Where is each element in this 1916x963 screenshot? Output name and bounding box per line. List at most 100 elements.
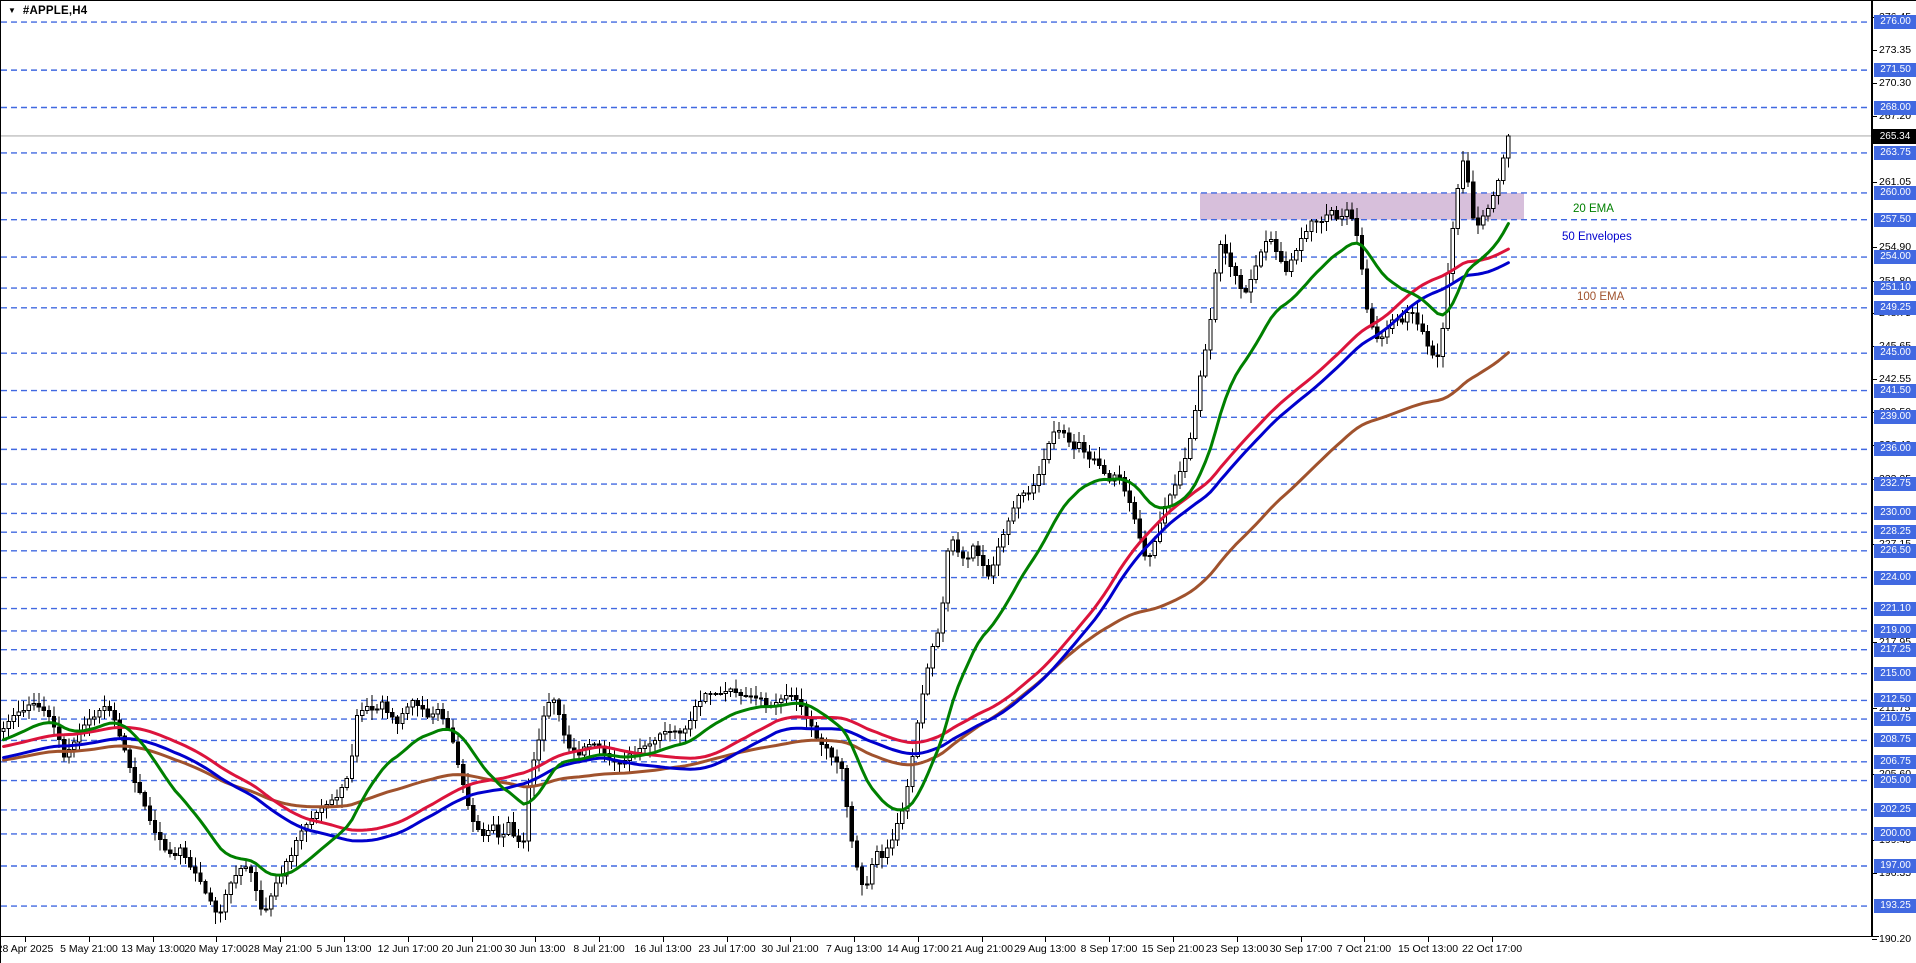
candle-body xyxy=(1470,181,1476,219)
price-level-label: 205.00 xyxy=(1874,774,1916,788)
candle-body xyxy=(541,715,547,741)
candle-body xyxy=(521,840,526,843)
candle-body xyxy=(1183,458,1188,473)
candle-body xyxy=(1248,279,1254,293)
candle-body xyxy=(693,706,698,722)
candle-body xyxy=(506,822,511,836)
candle-body xyxy=(1188,437,1193,460)
price-axis-line xyxy=(1871,1,1873,937)
candle-body xyxy=(122,735,127,751)
time-tick-mark xyxy=(1109,937,1110,942)
candle-body xyxy=(1354,218,1360,236)
candle-body xyxy=(1289,259,1294,273)
price-tick-label: 205.60 xyxy=(1879,768,1912,780)
price-level-label: 217.25 xyxy=(1874,643,1916,657)
candle-body xyxy=(970,545,976,559)
price-level-label: 276.00 xyxy=(1874,15,1916,29)
candle-body xyxy=(1082,442,1087,453)
candle-body xyxy=(1152,540,1158,557)
candle-body xyxy=(688,720,693,730)
time-tick-label: 5 May 21:00 xyxy=(60,943,118,955)
candle-body xyxy=(501,834,506,838)
candle-body xyxy=(1475,217,1481,226)
price-tick-label: 227.15 xyxy=(1879,538,1912,550)
symbol-dropdown-icon[interactable]: ▼ xyxy=(8,6,16,15)
envelope-lower-line[interactable] xyxy=(2,261,1510,843)
candle-body xyxy=(228,882,233,895)
candle-body xyxy=(986,564,991,577)
candle-body xyxy=(218,911,223,914)
time-tick-label: 29 Aug 13:00 xyxy=(1014,943,1076,955)
price-level-label: 215.00 xyxy=(1874,667,1916,681)
candle-body xyxy=(173,852,178,856)
indicator-label-100-ema[interactable]: 100 EMA xyxy=(1577,291,1625,303)
indicator-label-50-envelopes[interactable]: 50 Envelopes xyxy=(1562,231,1632,243)
time-tick-mark xyxy=(1237,937,1238,942)
candle-body xyxy=(61,738,67,758)
candle-body xyxy=(551,699,557,704)
candle-body xyxy=(1076,442,1082,449)
candle-body xyxy=(420,705,425,710)
indicator-label-20-ema[interactable]: 20 EMA xyxy=(1573,203,1614,215)
candle-body xyxy=(824,743,829,749)
candle-body xyxy=(763,698,769,706)
candle-body xyxy=(486,830,491,837)
price-level-label: 219.00 xyxy=(1874,624,1916,638)
candle-body xyxy=(279,875,284,884)
candle-body xyxy=(642,745,648,749)
ema20-line[interactable] xyxy=(2,222,1510,877)
candle-body xyxy=(1208,318,1213,351)
candle-body xyxy=(1066,432,1072,443)
candle-body xyxy=(1400,318,1405,323)
candle-body xyxy=(152,819,158,834)
price-level-label: 239.00 xyxy=(1874,410,1916,424)
candle-body xyxy=(238,868,244,876)
candle-body xyxy=(829,747,834,758)
candle-body xyxy=(263,908,269,911)
price-chart-canvas[interactable] xyxy=(1,1,1872,936)
candle-body xyxy=(491,824,496,832)
time-tick-mark xyxy=(344,937,345,942)
candle-body xyxy=(516,835,521,842)
candle-body xyxy=(1278,251,1284,263)
chart-title: #APPLE,H4 xyxy=(22,5,88,17)
time-tick-label: 30 Jul 21:00 xyxy=(761,943,819,955)
candle-body xyxy=(991,564,996,577)
candle-body xyxy=(703,692,708,702)
price-level-label: 208.75 xyxy=(1874,733,1916,747)
candle-body xyxy=(127,749,132,769)
candle-body xyxy=(16,711,21,716)
candle-body xyxy=(1349,209,1355,220)
candle-body xyxy=(1273,238,1279,253)
time-tick-label: 14 Aug 17:00 xyxy=(887,943,949,955)
candle-body xyxy=(1046,442,1052,460)
time-tick-mark xyxy=(854,937,855,942)
candle-body xyxy=(556,699,562,716)
price-level-label: 193.25 xyxy=(1874,899,1916,913)
candle-body xyxy=(1021,492,1026,497)
price-level-label: 221.10 xyxy=(1874,602,1916,616)
candle-body xyxy=(1107,472,1112,482)
candle-body xyxy=(667,730,673,733)
envelope-upper-line[interactable] xyxy=(2,247,1510,832)
time-tick-label: 21 Aug 21:00 xyxy=(951,943,1013,955)
candle-body xyxy=(965,557,971,560)
candle-body xyxy=(748,695,754,698)
time-tick-label: 15 Oct 13:00 xyxy=(1397,943,1459,955)
candle-body xyxy=(1465,160,1471,183)
candle-body xyxy=(445,717,451,729)
candle-body xyxy=(753,695,759,699)
candle-body xyxy=(789,694,794,697)
candle-body xyxy=(718,692,723,695)
candle-body xyxy=(1460,160,1466,189)
price-level-label: 236.00 xyxy=(1874,442,1916,456)
price-tick-mark xyxy=(1872,939,1877,940)
time-tick-label: 22 Oct 17:00 xyxy=(1461,943,1523,955)
candle-body xyxy=(738,691,743,696)
candle-body xyxy=(344,778,350,789)
candle-body xyxy=(400,712,405,724)
highlight-zone[interactable] xyxy=(1200,192,1524,220)
candle-body xyxy=(794,695,799,700)
candle-body xyxy=(849,805,855,842)
ema100-line[interactable] xyxy=(2,351,1510,809)
